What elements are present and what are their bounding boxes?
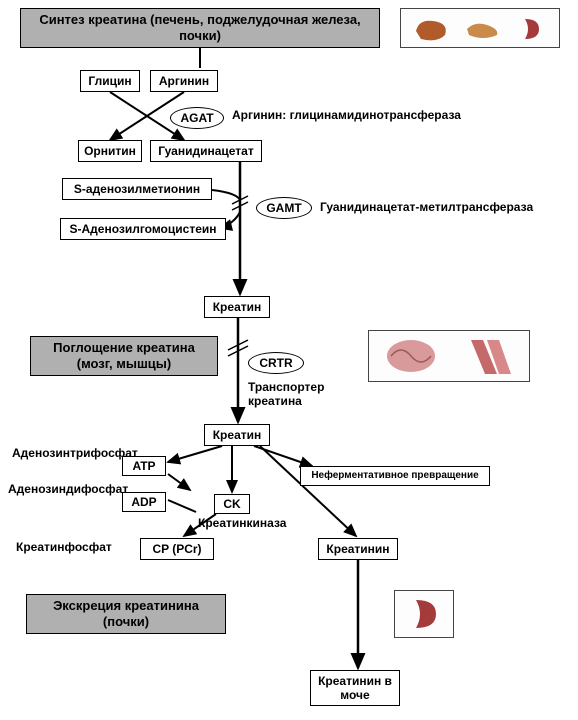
node-creatinine-text: Креатинин [326,542,389,556]
node-creatine1-text: Креатин [213,300,262,314]
header-excretion: Экскреция креатинина (почки) [26,594,226,634]
node-ornithine-text: Орнитин [84,144,136,158]
node-sam-text: S-аденозилметионин [74,182,200,196]
label-ck-full: Креатинкиназа [198,516,286,530]
node-ck-text: CK [223,497,240,511]
organ-image-box-1 [400,8,560,48]
label-cp-full: Креатинфосфат [16,540,112,554]
node-cp-text: CP (PCr) [152,542,201,556]
node-creatine2-text: Креатин [213,428,262,442]
node-urine: Креатинин в моче [310,670,400,706]
enzyme-crtr-text: CRTR [259,356,292,370]
enzyme-agat-text: AGAT [180,111,213,125]
pancreas-icon [463,13,503,43]
node-nonenzymatic: Неферментативное превращение [300,466,490,486]
node-glycine-text: Глицин [88,74,131,88]
node-sah-text: S-Аденозилгомоцистеин [69,222,216,236]
node-arginine-text: Аргинин [159,74,209,88]
label-atp-full: Аденозинтрифосфат [12,446,138,460]
muscle-icon [457,334,517,378]
header-uptake-text: Поглощение креатина (мозг, мышцы) [37,340,211,373]
enzyme-crtr: CRTR [248,352,304,374]
kidney-icon [515,13,549,43]
label-adp-full: Аденозиндифосфат [8,482,128,496]
header-excretion-text: Экскреция креатинина (почки) [33,598,219,631]
organ-image-box-3 [394,590,454,638]
node-adp-text: ADP [131,495,156,509]
node-creatinine: Креатинин [318,538,398,560]
enzyme-gamt: GAMT [256,197,312,219]
node-atp: ATP [122,456,166,476]
enzyme-gamt-text: GAMT [266,201,301,215]
node-arginine: Аргинин [150,70,218,92]
node-sam: S-аденозилметионин [62,178,212,200]
header-synthesis-text: Синтез креатина (печень, поджелудочная ж… [27,12,373,45]
brain-icon [381,334,441,378]
node-ornithine: Орнитин [78,140,142,162]
label-crtr-full: Транспортер креатина [248,380,358,409]
node-cp: CP (PCr) [140,538,214,560]
node-glycine: Глицин [80,70,140,92]
node-atp-text: ATP [132,459,155,473]
header-synthesis: Синтез креатина (печень, поджелудочная ж… [20,8,380,48]
header-uptake: Поглощение креатина (мозг, мышцы) [30,336,218,376]
diagram-stage: Синтез креатина (печень, поджелудочная ж… [0,0,578,720]
node-creatine-2: Креатин [204,424,270,446]
organ-image-box-2 [368,330,530,382]
enzyme-agat: AGAT [170,107,224,129]
label-gamt-full: Гуанидинацетат-метилтрансфераза [320,200,533,214]
node-creatine-1: Креатин [204,296,270,318]
kidney-icon-2 [402,594,446,634]
node-ck: CK [214,494,250,514]
node-sah: S-Аденозилгомоцистеин [60,218,226,240]
label-agat-full: Аргинин: глицинамидинотрансфераза [232,108,461,122]
node-urine-text: Креатинин в моче [315,674,395,703]
liver-icon [411,13,451,43]
node-guanidinoacetate: Гуанидинацетат [150,140,262,162]
node-adp: ADP [122,492,166,512]
label-nonenzymatic: Неферментативное превращение [311,470,478,482]
node-guanidinoacetate-text: Гуанидинацетат [158,144,253,158]
